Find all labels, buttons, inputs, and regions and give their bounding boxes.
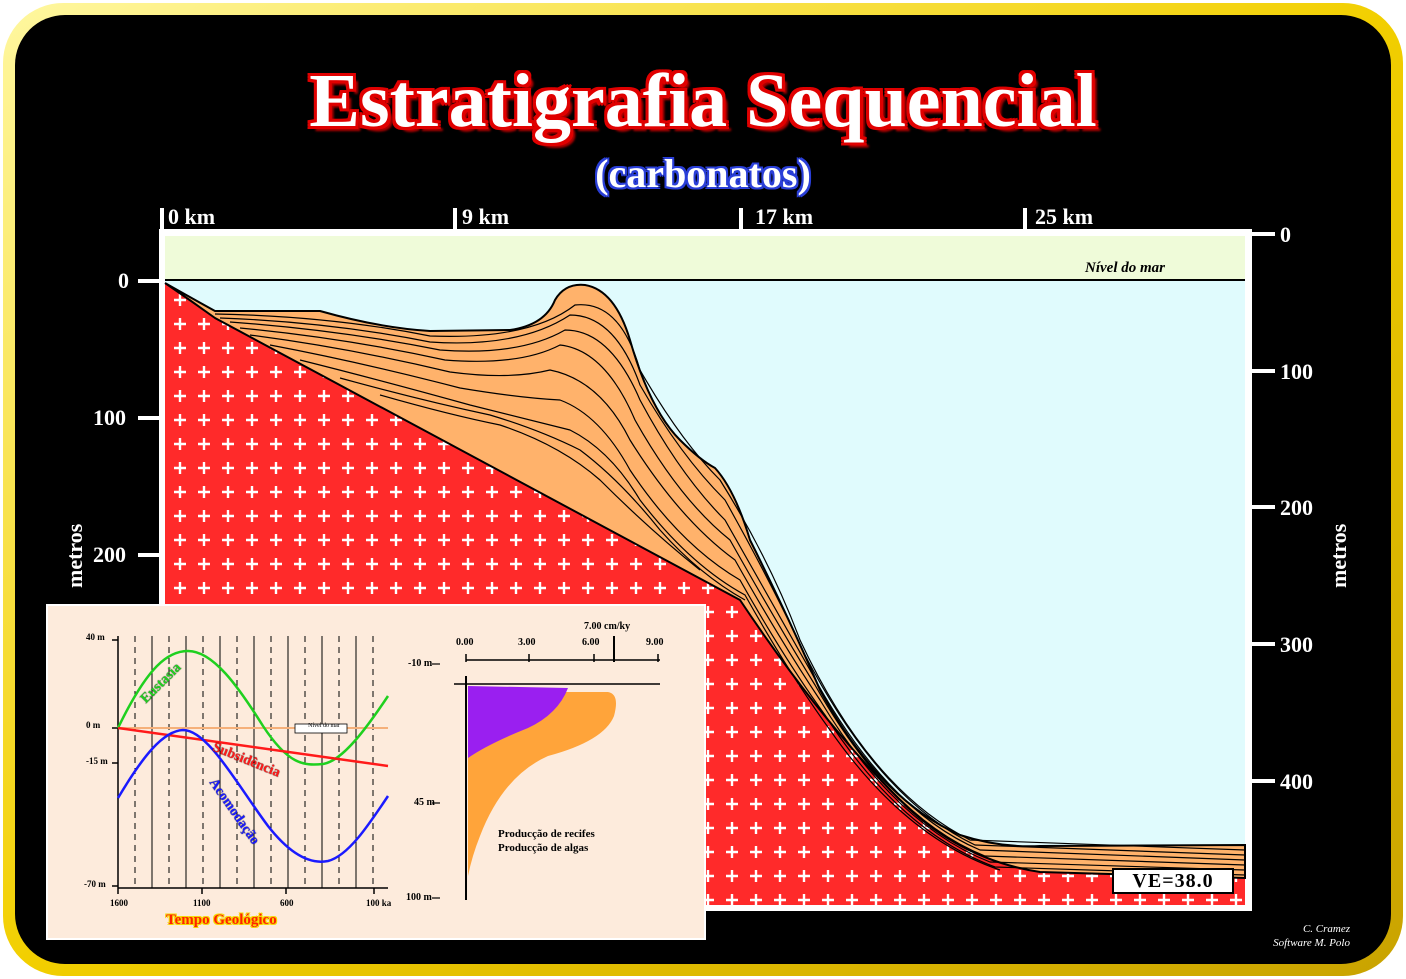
page-subtitle: (carbonatos) xyxy=(595,151,811,196)
inset-graphics xyxy=(112,636,660,900)
inset-y-minus70: -70 m xyxy=(84,879,106,889)
km-label-0: 0 km xyxy=(168,204,216,229)
right-depth-ticks xyxy=(1252,232,1275,783)
reef-legend: Producção de recifes xyxy=(498,828,595,840)
algae-production xyxy=(468,686,568,758)
algae-legend: Producção de algas xyxy=(498,842,589,854)
inset-x-1600: 1600 xyxy=(110,898,128,908)
rate-tick-6: 6.00 xyxy=(582,637,600,648)
left-tick-0: 0 xyxy=(118,268,129,293)
km-label-17: 17 km xyxy=(755,204,814,229)
credit-software: Software M. Polo xyxy=(1273,937,1350,949)
km-label-25: 25 km xyxy=(1035,204,1094,229)
rate-tick-3: 3.00 xyxy=(518,637,536,648)
right-tick-300: 300 xyxy=(1280,632,1313,657)
inset-x-1100: 1100 xyxy=(193,898,211,908)
right-tick-400: 400 xyxy=(1280,769,1313,794)
right-axis-label: metros xyxy=(1326,523,1351,588)
inset-y-40: 40 m xyxy=(86,632,105,642)
rate-tick-9: 9.00 xyxy=(646,637,664,648)
depth-tick-minus10: -10 m xyxy=(408,658,433,669)
depth-tick-45: 45 m xyxy=(414,797,435,808)
vertical-exaggeration-box: VE=38.0 xyxy=(1112,868,1234,894)
left-tick-100: 100 xyxy=(93,405,126,430)
km-label-9: 9 km xyxy=(462,204,510,229)
eustasy-curve xyxy=(116,649,390,766)
inset-y-minus15: -15 m xyxy=(86,756,108,766)
left-depth-ticks xyxy=(138,279,160,557)
subsidence-curve xyxy=(117,726,389,768)
production-graph xyxy=(432,636,660,900)
sea-level-label: Nível do mar xyxy=(1085,260,1165,276)
inset-y-0: 0 m xyxy=(86,720,101,730)
right-tick-100: 100 xyxy=(1280,359,1313,384)
depth-tick-100: 100 m xyxy=(406,892,432,903)
page-title: Estratigrafia Sequencial xyxy=(309,59,1097,143)
credit-author: C. Cramez xyxy=(1302,923,1350,935)
accommodation-curve xyxy=(116,728,390,863)
rate-marker-label: 7.00 cm/ky xyxy=(584,621,631,632)
credits: C. Cramez Software M. Polo xyxy=(1240,922,1350,950)
reef-production xyxy=(468,692,616,876)
accommodation-graph xyxy=(112,636,390,894)
inset-sea-level-box: Nível do mar xyxy=(308,723,340,729)
inset-x-600: 600 xyxy=(280,898,294,908)
km-ticks xyxy=(160,208,1027,230)
geologic-time-label: Tempo Geológico xyxy=(166,912,277,928)
right-tick-200: 200 xyxy=(1280,495,1313,520)
right-tick-0: 0 xyxy=(1280,222,1291,247)
rate-tick-0: 0.00 xyxy=(456,637,474,648)
left-axis-label: metros xyxy=(62,523,87,588)
inset-panel: 40 m 0 m -15 m -70 m 1600 1100 600 100 k… xyxy=(46,604,706,940)
inset-x-100ka: 100 ka xyxy=(366,898,392,908)
left-tick-200: 200 xyxy=(93,542,126,567)
